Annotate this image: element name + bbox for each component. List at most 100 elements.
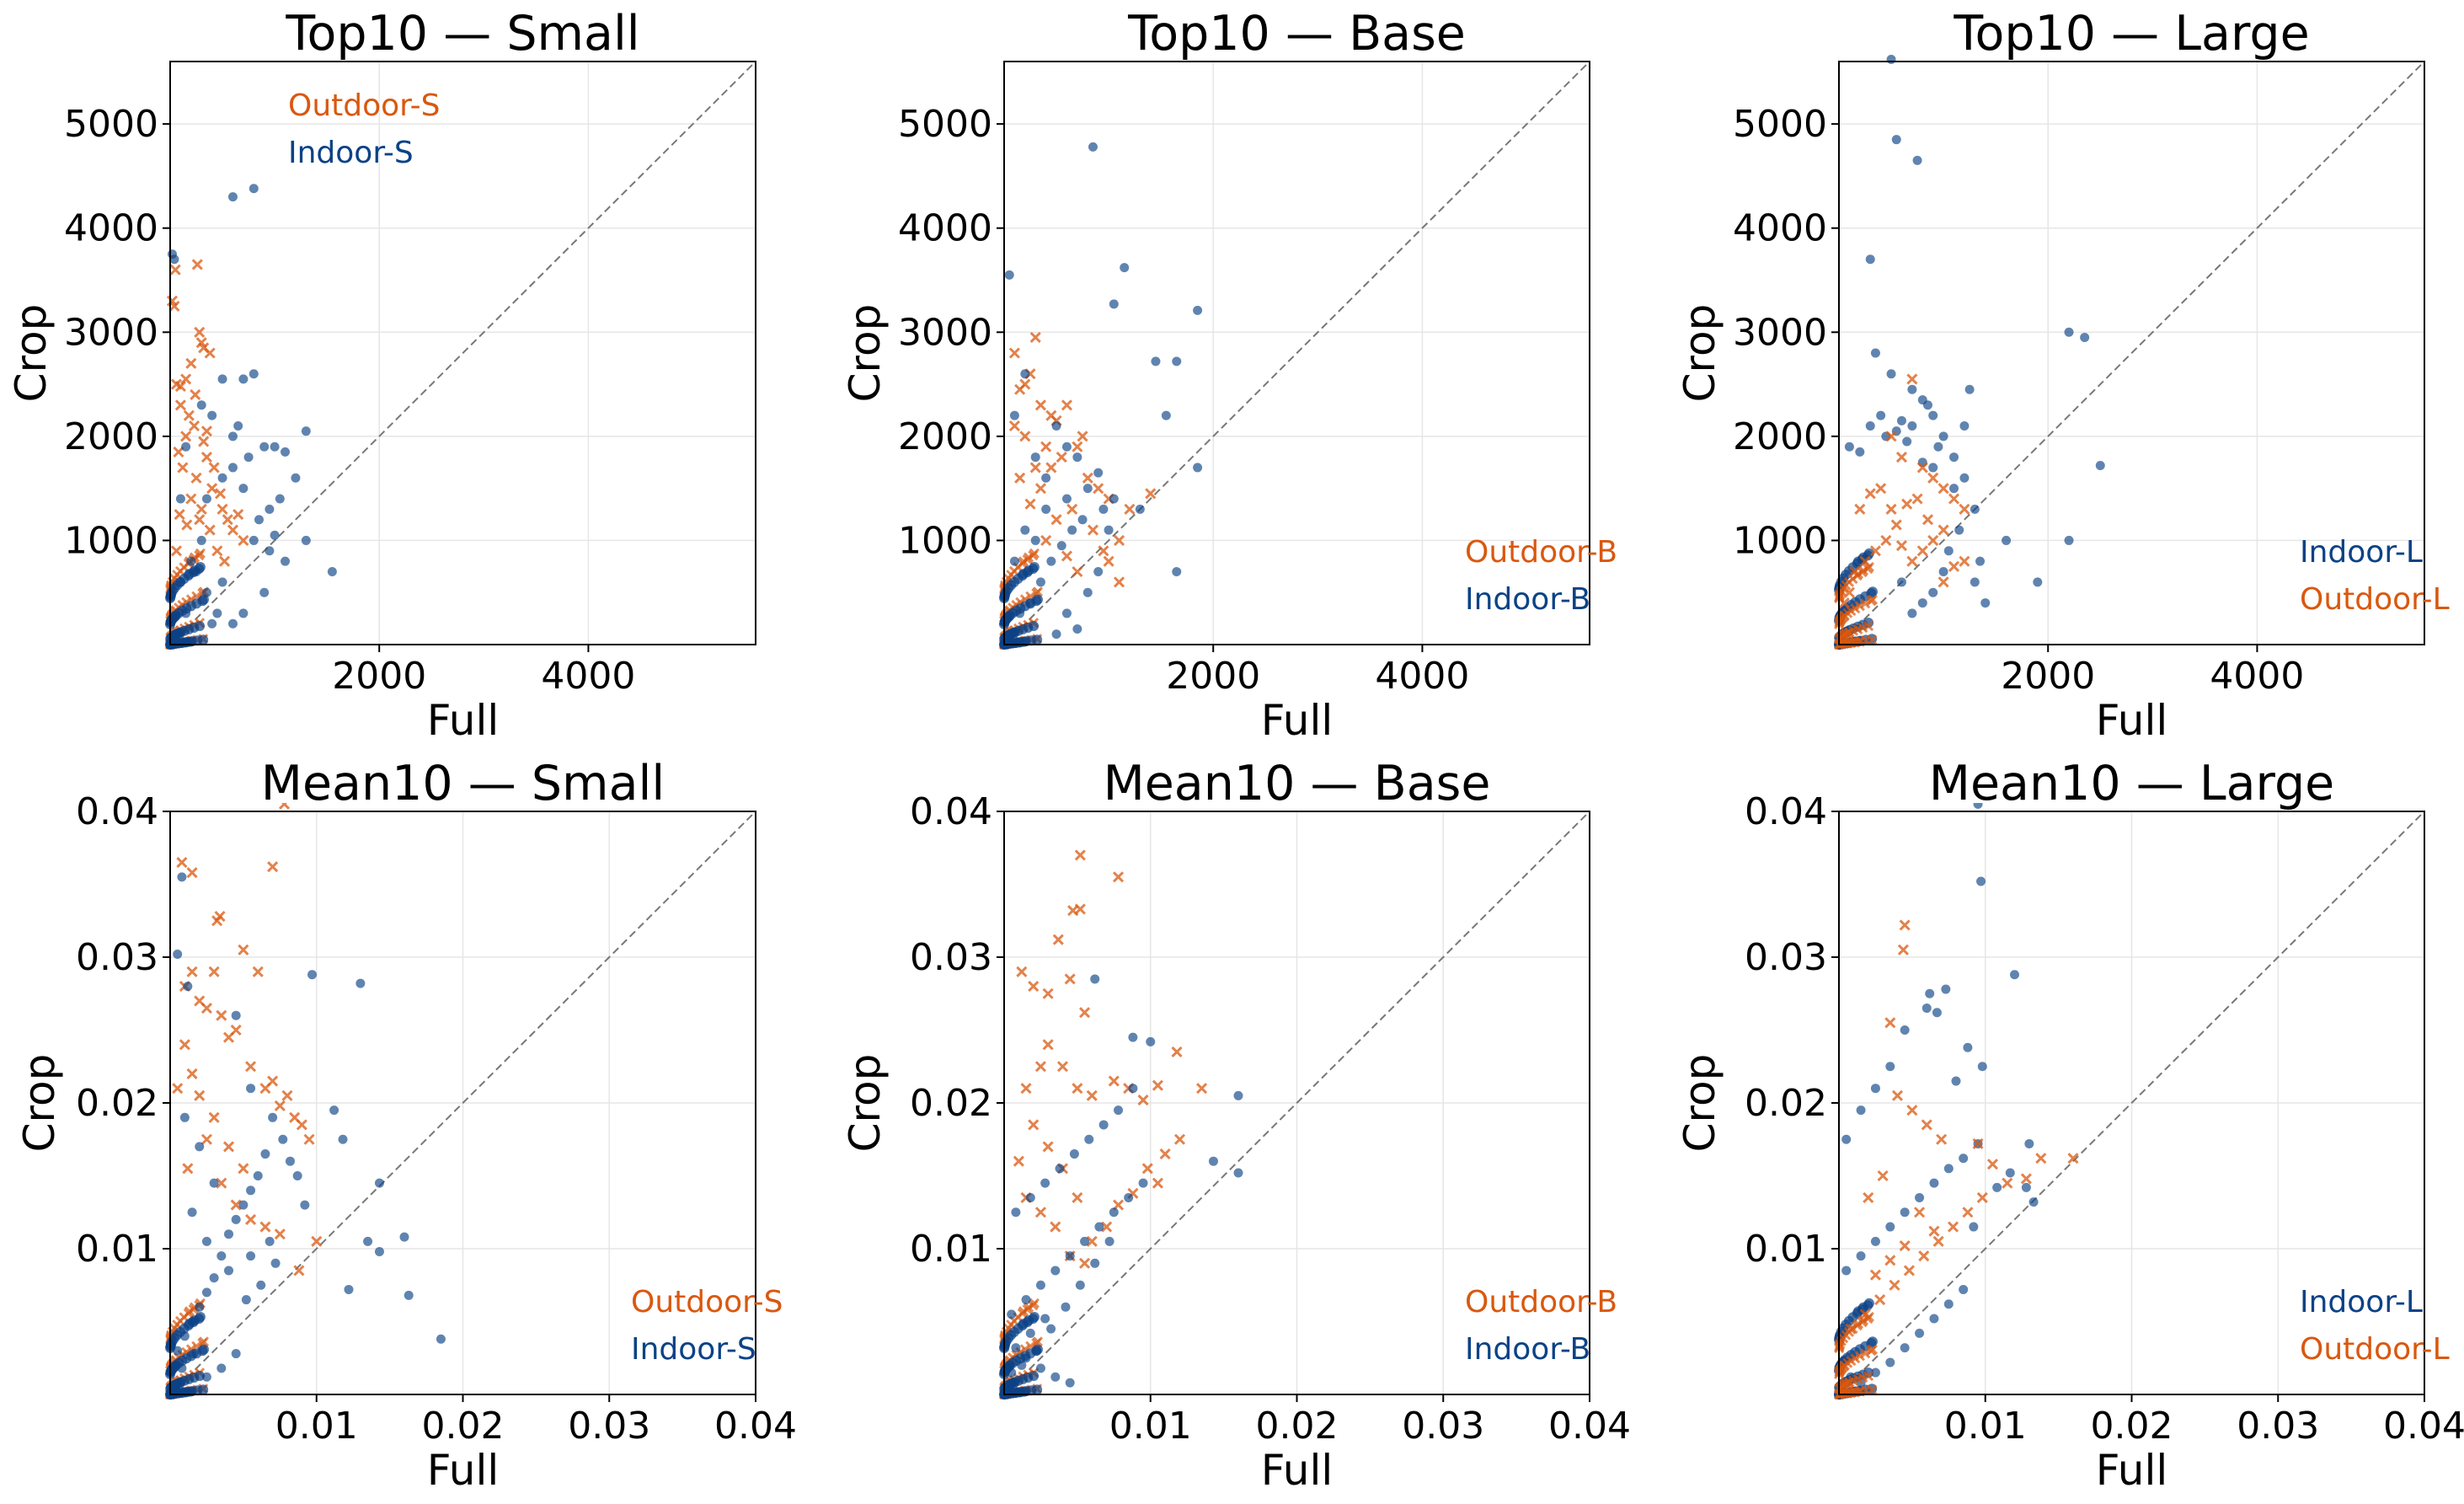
data-point (1856, 1251, 1866, 1261)
data-point (1841, 1266, 1852, 1276)
y-tick-label: 0.02 (76, 1082, 158, 1125)
data-point (190, 388, 201, 400)
data-point (1901, 498, 1913, 510)
data-point (198, 1344, 209, 1355)
chart-title: Mean10 — Base (1104, 756, 1491, 811)
data-point (1885, 1357, 1895, 1368)
data-point (293, 1265, 305, 1277)
data-point (222, 1141, 235, 1153)
data-point (172, 1083, 184, 1095)
data-point (2033, 577, 2043, 587)
data-point (2020, 1173, 2032, 1185)
data-point (281, 447, 291, 457)
data-point (274, 1228, 286, 1240)
data-point (168, 300, 180, 312)
data-point (1052, 934, 1064, 945)
data-point (1890, 519, 1902, 531)
data-point (1936, 1133, 1948, 1145)
legend-entry: Indoor-B (1465, 582, 1590, 617)
data-point (1128, 1084, 1138, 1094)
data-point (1959, 421, 1970, 431)
data-point (194, 326, 206, 338)
data-point (1977, 1062, 1987, 1072)
data-point (2080, 332, 2090, 342)
data-point (1028, 981, 1040, 993)
data-point (1916, 545, 1928, 557)
data-point (1035, 1363, 1045, 1373)
data-point (1029, 331, 1041, 344)
data-point (201, 1287, 211, 1298)
data-point (327, 567, 337, 576)
data-point (238, 534, 249, 546)
data-point (1042, 1039, 1054, 1051)
data-point (216, 1009, 227, 1021)
data-point (1159, 1148, 1171, 1160)
data-point (1072, 1083, 1083, 1095)
data-point (1098, 1120, 1109, 1130)
data-point (1173, 1133, 1186, 1145)
data-point (184, 569, 195, 580)
data-point (173, 950, 183, 960)
data-point (1056, 1061, 1069, 1073)
data-point (1900, 1025, 1910, 1035)
data-point (179, 1112, 190, 1122)
data-point (204, 347, 216, 359)
data-point (374, 1178, 384, 1188)
data-point (1080, 1236, 1090, 1246)
data-point (238, 374, 249, 384)
data-point (1193, 463, 1203, 473)
series-outdoor-b (999, 331, 1157, 650)
data-point (200, 1002, 212, 1014)
data-point (1086, 1235, 1098, 1247)
identity-diagonal (1838, 61, 2425, 645)
chart-panel-6: 0.01 0.02 0.03 0.04 0.01 0.02 0.03 0.04 Mean10 —… (1676, 756, 2464, 1495)
data-point (1050, 514, 1062, 526)
data-point (1041, 504, 1051, 514)
data-point (1889, 1279, 1900, 1291)
data-point (241, 1295, 251, 1305)
data-point (185, 357, 197, 369)
data-point (238, 484, 249, 494)
data-point (1032, 586, 1044, 597)
data-point (1065, 1251, 1075, 1261)
points-layer (999, 142, 1203, 650)
data-point (404, 1290, 414, 1300)
data-point (1884, 1255, 1896, 1266)
data-point (1082, 587, 1093, 597)
legend-entry: Outdoor-L (2300, 1332, 2450, 1367)
data-point (208, 1111, 220, 1123)
data-point (1915, 1192, 1925, 1202)
data-point (1903, 1265, 1915, 1277)
data-point (1885, 431, 1897, 442)
legend-entry: Indoor-L (2300, 535, 2423, 570)
data-point (1171, 1046, 1183, 1058)
data-point (1030, 452, 1040, 463)
data-point (249, 184, 259, 194)
data-point (2035, 1153, 2047, 1164)
data-point (2002, 535, 2012, 545)
data-point (227, 431, 238, 442)
data-point (1151, 356, 1161, 367)
data-point (1928, 463, 1938, 473)
data-point (1056, 452, 1067, 463)
data-point (1986, 1159, 1999, 1170)
data-point (1094, 1222, 1104, 1232)
legend-entry: Indoor-B (1465, 1332, 1590, 1367)
data-point (1088, 142, 1098, 152)
data-point (355, 978, 366, 988)
data-point (1929, 1178, 1939, 1188)
data-point (1962, 1207, 1974, 1218)
data-point (209, 1273, 219, 1283)
data-point (1007, 1309, 1017, 1319)
data-point (1855, 447, 1865, 457)
data-point (195, 1302, 205, 1312)
data-point (1086, 1089, 1098, 1101)
legend-entry: Outdoor-L (2300, 582, 2450, 617)
legend-entry: Indoor-S (631, 1332, 756, 1367)
data-point (1034, 483, 1047, 495)
y-tick-label: 1000 (1733, 519, 1827, 562)
data-point (1145, 488, 1157, 500)
data-point (1864, 488, 1876, 500)
y-tick-label: 5000 (898, 103, 992, 146)
data-point (307, 970, 318, 980)
